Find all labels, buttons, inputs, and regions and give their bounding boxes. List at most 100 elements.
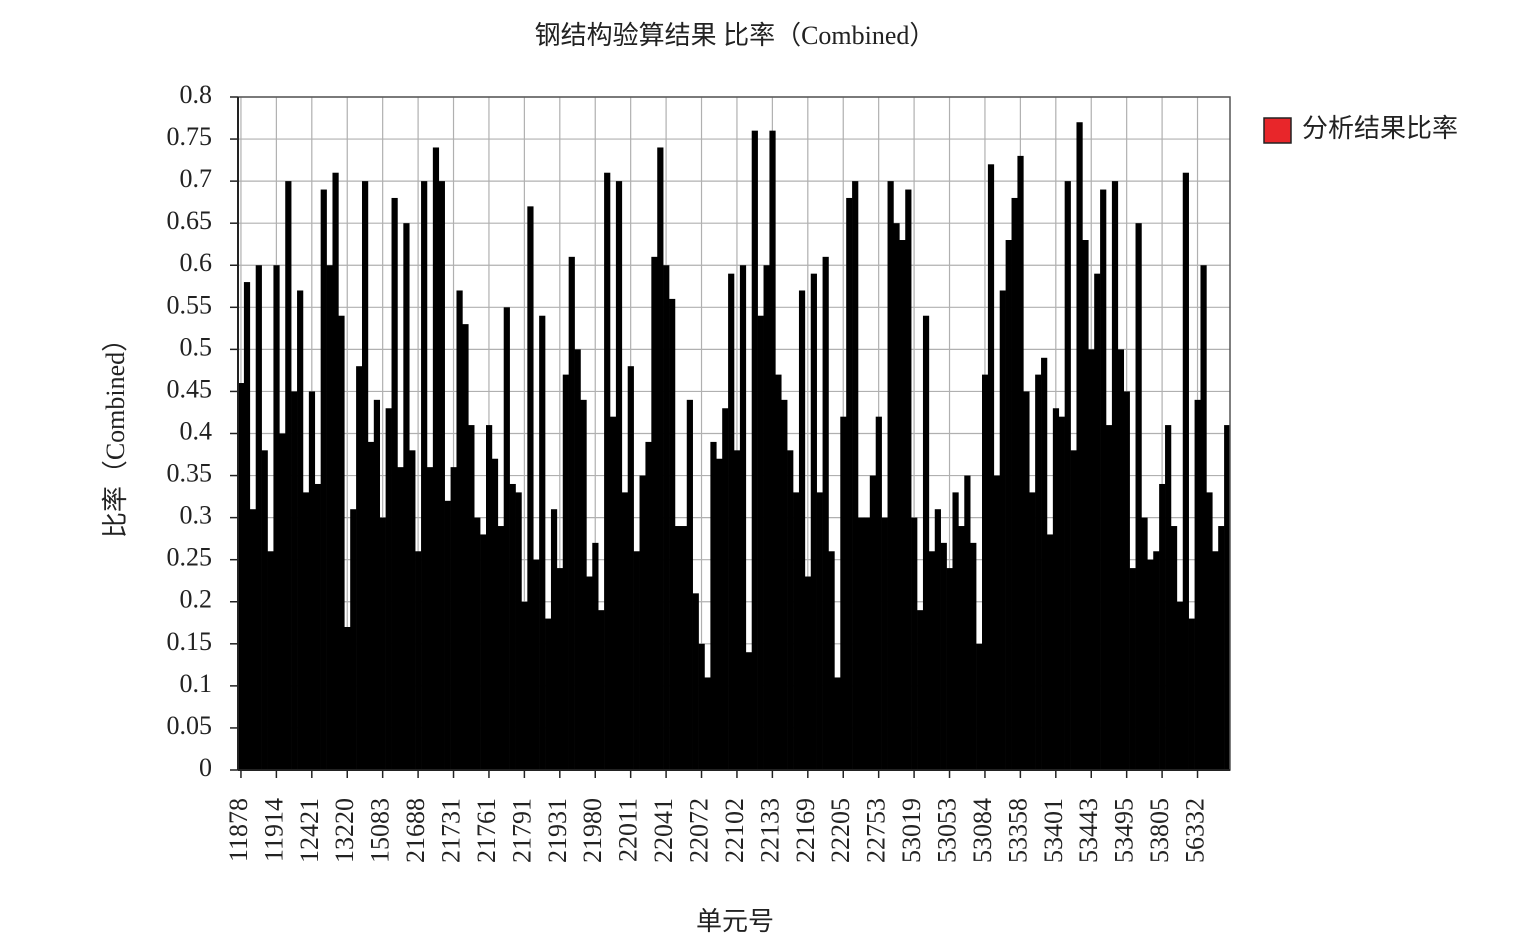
bar: [1165, 425, 1172, 770]
y-tick-label: 0: [199, 753, 212, 782]
x-tick-label: 22169: [791, 798, 820, 863]
bar: [610, 416, 617, 770]
x-tick-label: 21688: [401, 798, 430, 863]
bar: [497, 526, 505, 770]
bar: [846, 197, 853, 770]
bar: [1200, 265, 1207, 770]
bar: [385, 408, 392, 770]
bar: [1123, 391, 1130, 770]
x-tick-label: 53053: [932, 798, 961, 863]
x-tick-label: 22205: [826, 798, 855, 863]
bar: [704, 677, 711, 770]
y-tick-label: 0.05: [167, 711, 213, 740]
bar: [804, 576, 812, 770]
bar: [970, 542, 977, 770]
bar: [1176, 601, 1184, 770]
legend-label: 分析结果比率: [1302, 114, 1458, 143]
y-tick-label: 0.2: [180, 585, 213, 614]
bar: [350, 509, 357, 770]
bar: [905, 189, 912, 771]
bar: [869, 475, 877, 770]
x-tick-label: 21791: [507, 798, 536, 863]
bar: [255, 265, 262, 770]
bar: [674, 526, 682, 770]
bar: [627, 366, 634, 770]
bar: [379, 517, 386, 770]
bar: [1117, 349, 1125, 770]
bar: [728, 273, 735, 770]
chart-title: 钢结构验算结果 比率（Combined）: [535, 21, 936, 50]
x-tick-label: 11914: [259, 798, 288, 862]
bar: [604, 172, 611, 770]
bar: [751, 130, 758, 770]
bar: [999, 290, 1006, 770]
bar: [793, 492, 800, 770]
y-tick-label: 0.7: [180, 164, 213, 193]
bar: [562, 374, 569, 770]
bar: [1111, 181, 1119, 770]
x-tick-label: 22041: [649, 798, 678, 863]
bar: [1129, 568, 1136, 770]
y-tick-label: 0.65: [167, 206, 213, 235]
bar: [362, 181, 369, 770]
bar: [574, 349, 581, 770]
bar: [952, 492, 959, 770]
y-tick-label: 0.45: [167, 374, 213, 403]
bar: [515, 492, 522, 770]
y-tick-label: 0.55: [167, 290, 213, 319]
bar: [279, 433, 286, 770]
bar: [586, 576, 593, 770]
bar: [657, 147, 664, 771]
bar: [946, 568, 953, 770]
bar: [798, 290, 806, 770]
bar: [922, 315, 930, 770]
bar: [550, 509, 558, 770]
bar: [373, 399, 381, 770]
bar: [1224, 425, 1231, 770]
x-tick-label: 11878: [224, 798, 253, 862]
bar: [651, 256, 658, 770]
bar: [1058, 416, 1065, 770]
bar: [397, 467, 404, 770]
bar: [261, 450, 268, 770]
x-tick-label: 22102: [720, 798, 749, 863]
bar: [1052, 408, 1060, 770]
bar: [462, 324, 469, 770]
bar: [1005, 240, 1012, 770]
x-tick-label: 53443: [1074, 798, 1103, 863]
bar: [320, 189, 327, 771]
bar: [474, 517, 481, 770]
bar: [1182, 172, 1189, 770]
bar: [663, 265, 670, 770]
bar: [533, 559, 540, 770]
bar: [739, 265, 747, 770]
bar: [1088, 349, 1095, 770]
bar: [1023, 391, 1030, 770]
bar: [527, 206, 534, 771]
y-tick-label: 0.8: [180, 80, 213, 109]
bar: [1153, 551, 1160, 770]
bar: [468, 425, 475, 770]
bar: [486, 425, 493, 770]
bar: [822, 256, 829, 770]
bar: [1070, 450, 1077, 770]
bar: [958, 526, 965, 770]
bar: [633, 551, 640, 770]
y-tick-label: 0.5: [180, 332, 213, 361]
x-tick-label: 22753: [862, 798, 891, 863]
bar: [881, 517, 888, 770]
bar: [840, 416, 847, 770]
bar: [249, 509, 257, 770]
bar: [285, 181, 292, 770]
bar: [1076, 122, 1083, 771]
x-tick-label: 22072: [684, 798, 713, 863]
bar: [781, 399, 788, 770]
bar: [810, 273, 817, 770]
bar: [1094, 273, 1101, 770]
bar: [692, 593, 699, 770]
bar: [639, 475, 646, 770]
x-tick-label: 21980: [578, 798, 607, 863]
bar: [734, 450, 741, 770]
